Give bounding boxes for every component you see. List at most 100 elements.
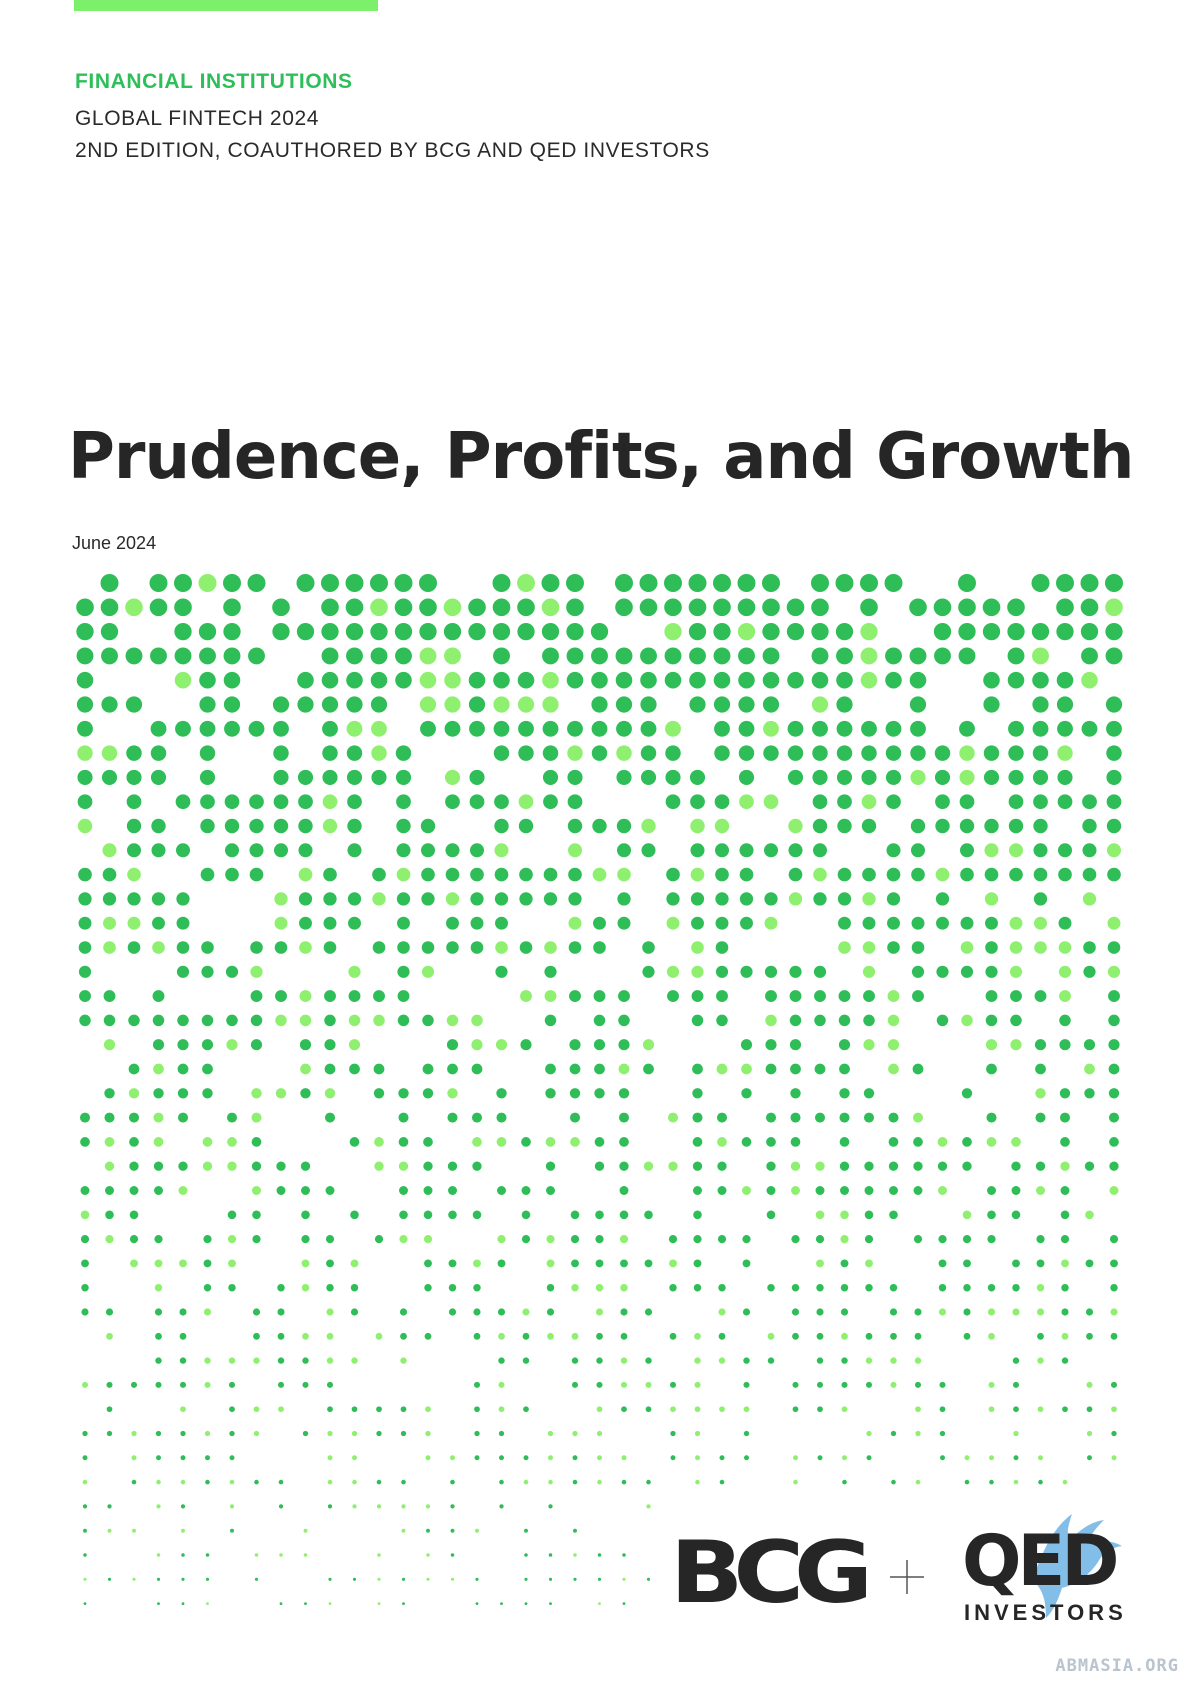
pattern-dot bbox=[1013, 1455, 1019, 1461]
pattern-dot bbox=[545, 1063, 556, 1075]
pattern-dot bbox=[739, 794, 754, 810]
pattern-dot bbox=[350, 1259, 359, 1268]
qed-eagle-icon bbox=[1035, 1514, 1122, 1618]
pattern-dot bbox=[622, 1602, 626, 1605]
pattern-dot bbox=[400, 1357, 407, 1364]
pattern-dot bbox=[347, 843, 362, 858]
pattern-dot bbox=[1060, 1186, 1070, 1195]
pattern-dot bbox=[1007, 598, 1025, 617]
pattern-dot bbox=[594, 1063, 605, 1075]
pattern-dot bbox=[884, 574, 903, 592]
pattern-dot bbox=[128, 1014, 140, 1027]
pattern-dot bbox=[666, 892, 680, 906]
pattern-dot bbox=[223, 574, 241, 592]
pattern-dot bbox=[522, 1308, 530, 1316]
pattern-dot bbox=[664, 574, 682, 592]
pattern-dot bbox=[644, 1259, 653, 1268]
pattern-dot bbox=[767, 1357, 775, 1364]
pattern-dot bbox=[1084, 1063, 1095, 1075]
pattern-dot bbox=[348, 990, 361, 1003]
pattern-dot bbox=[493, 720, 510, 737]
pattern-dot bbox=[156, 1553, 161, 1557]
pattern-dot bbox=[914, 1308, 922, 1316]
pattern-dot bbox=[1109, 1234, 1119, 1244]
pattern-dot bbox=[400, 1332, 407, 1340]
pattern-dot bbox=[618, 1039, 630, 1051]
pattern-dot bbox=[619, 1234, 629, 1244]
pattern-dot bbox=[150, 745, 167, 761]
pattern-dot bbox=[349, 1063, 360, 1075]
pattern-dot bbox=[224, 794, 240, 810]
pattern-dot bbox=[1084, 1088, 1095, 1099]
pattern-dot bbox=[322, 794, 338, 810]
pattern-dot bbox=[523, 1455, 529, 1461]
pattern-dot bbox=[617, 916, 631, 930]
pattern-dot bbox=[1059, 1112, 1071, 1123]
pattern-dot bbox=[567, 843, 583, 858]
pattern-dot bbox=[223, 696, 241, 713]
pattern-dot bbox=[836, 745, 853, 761]
pattern-dot bbox=[198, 574, 217, 592]
pattern-dot bbox=[130, 1259, 138, 1268]
pattern-dot bbox=[399, 1308, 408, 1316]
pattern-dot bbox=[371, 745, 387, 761]
pattern-dot bbox=[370, 598, 388, 617]
pattern-dot bbox=[374, 1234, 384, 1244]
pattern-dot bbox=[595, 1308, 604, 1316]
pattern-dot bbox=[910, 769, 926, 785]
pattern-dot bbox=[470, 941, 484, 954]
pattern-dot bbox=[570, 1210, 580, 1220]
pattern-dot bbox=[450, 1577, 455, 1581]
pattern-dot bbox=[1105, 598, 1123, 617]
pattern-dot bbox=[399, 1186, 408, 1195]
pattern-dot bbox=[542, 769, 559, 785]
pattern-dot bbox=[1009, 867, 1023, 882]
pattern-dot bbox=[597, 1553, 602, 1557]
pattern-dot bbox=[964, 1455, 970, 1461]
pattern-dot bbox=[277, 1332, 285, 1340]
pattern-dot bbox=[959, 794, 975, 810]
pattern-dot bbox=[396, 843, 411, 858]
pattern-dot bbox=[1061, 1357, 1069, 1364]
pattern-dot bbox=[398, 1137, 409, 1147]
pattern-dot bbox=[862, 941, 876, 954]
pattern-dot bbox=[764, 892, 778, 906]
pattern-dot bbox=[179, 1357, 187, 1364]
pattern-dot bbox=[423, 1161, 433, 1171]
pattern-dot bbox=[105, 1186, 114, 1195]
pattern-dot bbox=[419, 622, 437, 641]
pattern-dot bbox=[621, 1479, 627, 1485]
pattern-dot bbox=[450, 1504, 455, 1509]
pattern-dot bbox=[548, 1553, 553, 1557]
pattern-dot bbox=[984, 843, 999, 858]
pattern-dot bbox=[713, 622, 731, 641]
pattern-dot bbox=[887, 1039, 900, 1051]
pattern-dot bbox=[102, 892, 117, 906]
pattern-dot bbox=[252, 1308, 261, 1316]
pattern-dot bbox=[812, 745, 828, 761]
pattern-dot bbox=[279, 1553, 283, 1557]
pattern-dot bbox=[426, 1577, 430, 1581]
pattern-dot bbox=[1058, 916, 1072, 930]
pattern-dot bbox=[615, 647, 633, 665]
pattern-dot bbox=[791, 1234, 800, 1244]
pattern-dot bbox=[1108, 1014, 1120, 1027]
pattern-dot bbox=[987, 1186, 996, 1195]
pattern-dot bbox=[323, 892, 337, 906]
pattern-dot bbox=[1086, 1381, 1093, 1388]
pattern-dot bbox=[717, 1234, 727, 1244]
pattern-dot bbox=[835, 622, 854, 641]
pattern-dot bbox=[1032, 671, 1049, 689]
pattern-dot bbox=[82, 1430, 88, 1437]
pattern-dot bbox=[541, 598, 560, 617]
pattern-dot bbox=[447, 1088, 458, 1099]
pattern-dot bbox=[1110, 1381, 1118, 1388]
pattern-dot bbox=[1107, 916, 1121, 930]
pattern-dot bbox=[473, 1259, 481, 1268]
pattern-dot bbox=[128, 1063, 140, 1075]
pattern-dot bbox=[593, 941, 606, 954]
pattern-dot bbox=[865, 1259, 873, 1268]
pattern-dot bbox=[591, 671, 608, 689]
pattern-dot bbox=[713, 598, 731, 617]
pattern-dot bbox=[742, 1259, 751, 1268]
